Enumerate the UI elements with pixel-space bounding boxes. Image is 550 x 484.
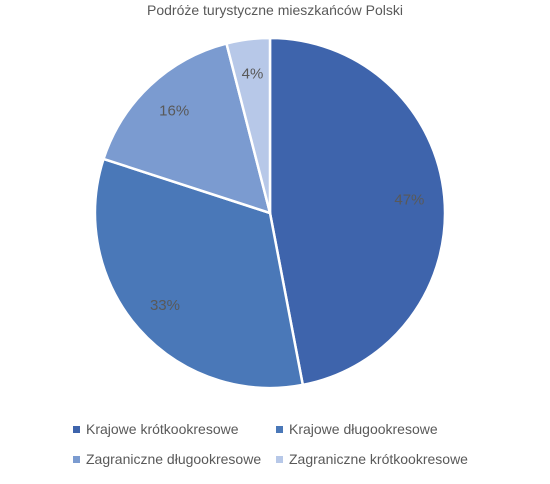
legend-swatch: [73, 425, 80, 433]
pie-slice-labels: 47% 33% 16% 4%: [150, 66, 424, 314]
legend-item-zagraniczne-dlugookresowe: Zagraniczne długookresowe: [73, 451, 261, 467]
legend-swatch: [276, 425, 283, 433]
pie-slice-label: 4%: [242, 66, 264, 83]
pie-slice-label: 16%: [159, 102, 189, 119]
pie-slice-zagraniczne-krotkookresowe: [225, 36, 272, 215]
pie-slice-krajowe-dlugookresowe: [93, 157, 305, 390]
legend-label: Krajowe długookresowe: [289, 421, 438, 437]
pie-slice-krajowe-krotkookresowe: [268, 36, 447, 387]
legend-swatch: [276, 455, 283, 463]
chart-title: Podróże turystyczne mieszkańców Polski: [147, 2, 403, 18]
legend-item-krajowe-krotkookresowe: Krajowe krótkookresowe: [73, 421, 239, 437]
legend-label: Krajowe krótkookresowe: [86, 421, 239, 437]
legend-item-zagraniczne-krotkookresowe: Zagraniczne krótkookresowe: [276, 451, 468, 467]
legend: Krajowe krótkookresowe Krajowe długookre…: [0, 417, 550, 477]
pie-slices: [93, 36, 447, 390]
pie-slice-zagraniczne-dlugookresowe: [102, 42, 272, 215]
legend-label: Zagraniczne długookresowe: [86, 451, 262, 467]
legend-item-krajowe-dlugookresowe: Krajowe długookresowe: [276, 421, 438, 437]
legend-label: Zagraniczne krótkookresowe: [289, 451, 468, 467]
pie-chart: 47% 33% 16% 4%: [93, 36, 447, 390]
pie-slice-label: 33%: [150, 297, 180, 314]
legend-swatch: [73, 455, 80, 463]
pie-slice-label: 47%: [394, 191, 424, 208]
